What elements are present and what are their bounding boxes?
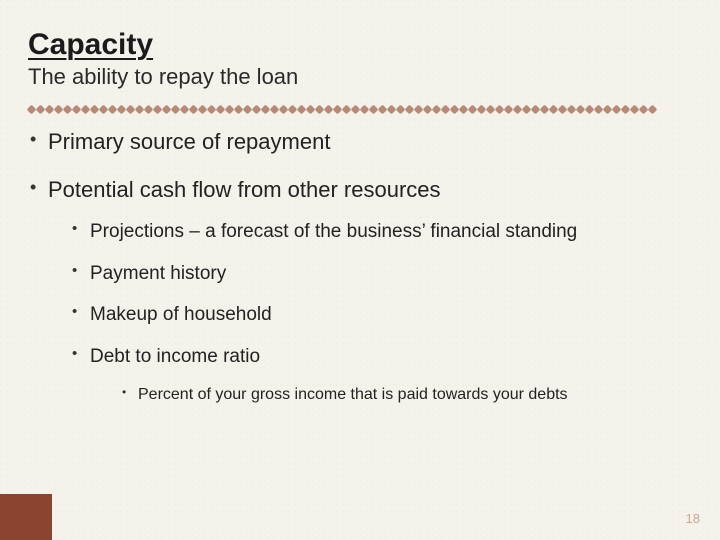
bullet-text: Projections – a forecast of the business… bbox=[90, 221, 577, 242]
list-item: Payment history bbox=[68, 260, 692, 288]
bullet-text: Debt to income ratio bbox=[90, 346, 260, 367]
list-item: Debt to income ratio Percent of your gro… bbox=[68, 343, 692, 407]
bullet-text: Percent of your gross income that is pai… bbox=[138, 386, 568, 403]
page-number: 18 bbox=[686, 511, 700, 526]
bullet-list-level-3: Percent of your gross income that is pai… bbox=[90, 383, 692, 407]
list-item: Projections – a forecast of the business… bbox=[68, 218, 692, 246]
corner-accent-icon bbox=[0, 494, 52, 540]
slide: Capacity The ability to repay the loan P… bbox=[0, 0, 720, 540]
divider-diamond-row bbox=[28, 106, 692, 113]
bullet-text: Primary source of repayment bbox=[48, 129, 330, 154]
bullet-text: Potential cash flow from other resources bbox=[48, 177, 441, 202]
bullet-list-level-2: Projections – a forecast of the business… bbox=[48, 218, 692, 406]
bullet-text: Makeup of household bbox=[90, 304, 272, 325]
list-item: Primary source of repayment bbox=[28, 127, 692, 157]
slide-subtitle: The ability to repay the loan bbox=[28, 64, 692, 90]
list-item: Makeup of household bbox=[68, 301, 692, 329]
list-item: Potential cash flow from other resources… bbox=[28, 175, 692, 407]
bullet-list-level-1: Primary source of repayment Potential ca… bbox=[28, 127, 692, 407]
slide-title: Capacity bbox=[28, 28, 692, 62]
bullet-text: Payment history bbox=[90, 263, 226, 284]
list-item: Percent of your gross income that is pai… bbox=[118, 383, 692, 407]
slide-content: Primary source of repayment Potential ca… bbox=[28, 127, 692, 407]
